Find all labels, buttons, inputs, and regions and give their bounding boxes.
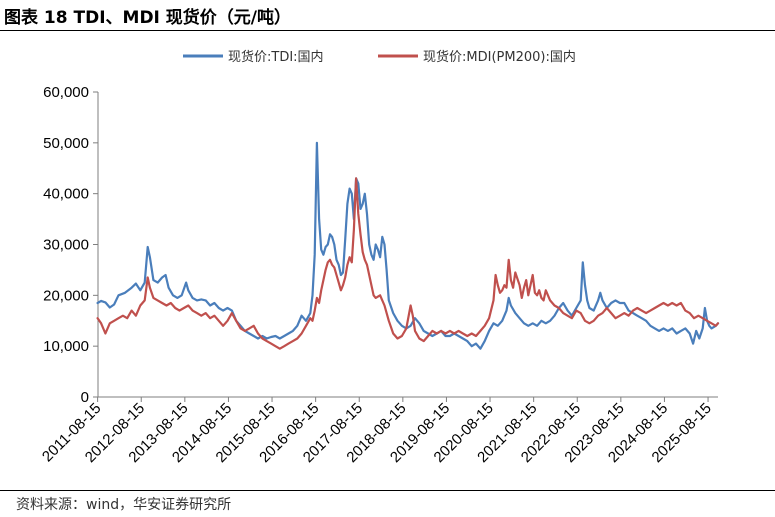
chart-legend: 现货价:TDI:国内 现货价:MDI(PM200):国内 xyxy=(183,49,576,65)
y-tick-label: 20,000 xyxy=(43,287,89,304)
legend-label-mdi: 现货价:MDI(PM200):国内 xyxy=(423,49,576,65)
y-tick-label: 10,000 xyxy=(43,338,89,355)
chart-series xyxy=(96,141,720,350)
legend-label-tdi: 现货价:TDI:国内 xyxy=(228,49,324,65)
y-tick-label: 0 xyxy=(81,389,89,406)
y-tick-label: 50,000 xyxy=(43,135,89,152)
bottom-rule xyxy=(0,490,775,491)
y-tick-label: 40,000 xyxy=(43,186,89,203)
chart-title: 图表 18 TDI、MDI 现货价（元/吨） xyxy=(4,8,292,28)
top-rule xyxy=(0,30,775,31)
source-note: 资料来源：wind，华安证券研究所 xyxy=(16,497,232,513)
y-tick-label: 60,000 xyxy=(43,84,89,101)
mdi-series-line xyxy=(96,177,720,350)
tdi-series-line xyxy=(96,141,720,350)
y-tick-label: 30,000 xyxy=(43,237,89,254)
chart-axes: 010,00020,00030,00040,00050,00060,000201… xyxy=(39,84,718,466)
